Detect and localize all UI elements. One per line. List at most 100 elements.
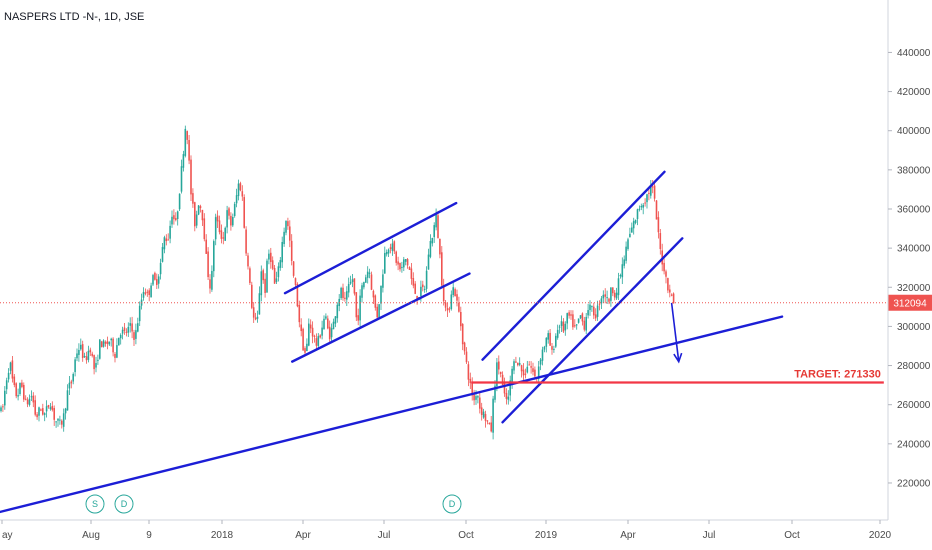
- candle-body: [539, 359, 542, 365]
- candle-body: [289, 226, 291, 241]
- candle-body: [121, 329, 124, 334]
- candle-body: [522, 369, 525, 376]
- candle-body: [80, 344, 82, 350]
- candle-body: [669, 289, 671, 293]
- candle-body: [133, 332, 135, 340]
- candle-body: [332, 321, 335, 330]
- candle-body: [300, 324, 302, 332]
- time-axis[interactable]: ay Aug 9 2018 Apr Jul Oct 2019 Apr Jul Oct 2020: [1, 520, 892, 541]
- candle-body: [239, 183, 242, 191]
- candle-body: [195, 214, 198, 226]
- candle-body: [24, 398, 27, 400]
- candle-body: [594, 314, 597, 319]
- candle-body: [404, 259, 407, 262]
- x-tick-label: 2018: [211, 530, 234, 541]
- candle-body: [648, 192, 650, 194]
- candle-body: [549, 332, 551, 346]
- candle-body: [266, 260, 268, 293]
- candle-body: [302, 328, 304, 351]
- candle-body: [182, 154, 185, 168]
- candle-body: [97, 359, 99, 361]
- candle-body: [53, 408, 55, 420]
- candle-body: [152, 275, 154, 285]
- candle-body: [511, 368, 513, 383]
- candle-body: [480, 407, 483, 416]
- candle-body: [95, 363, 97, 368]
- candle-body: [243, 197, 245, 228]
- candle-body: [55, 421, 57, 423]
- candle-body: [279, 260, 282, 268]
- candle-body: [167, 239, 169, 241]
- candle-body: [235, 195, 238, 204]
- candle-body: [256, 316, 259, 319]
- candle-body: [479, 397, 481, 409]
- candle-body: [154, 272, 156, 280]
- candle-body: [45, 406, 48, 412]
- candle-body: [490, 422, 492, 432]
- candle-body: [351, 279, 354, 283]
- candle-body: [401, 266, 403, 268]
- candle-body: [577, 318, 580, 323]
- candle-body: [380, 285, 382, 304]
- candle-body: [40, 409, 42, 411]
- candle-body: [207, 251, 209, 278]
- candle-body: [385, 251, 388, 255]
- candle-body: [218, 220, 221, 233]
- candle-body: [144, 292, 147, 294]
- event-badge-circle[interactable]: [114, 494, 134, 514]
- candle-body: [439, 238, 441, 255]
- candle-body: [461, 323, 464, 345]
- x-tick-label: Apr: [620, 530, 636, 541]
- candle-body: [619, 275, 622, 277]
- candle-body: [251, 284, 253, 308]
- candle-body: [11, 360, 14, 379]
- candle-body: [347, 283, 350, 293]
- candle-body: [346, 291, 348, 300]
- candle-body: [112, 338, 114, 353]
- candle-body: [357, 315, 359, 321]
- candle-body: [74, 359, 76, 373]
- candle-body: [156, 279, 158, 285]
- candle-body: [593, 306, 595, 316]
- candle-body: [670, 294, 673, 296]
- candle-body: [596, 305, 599, 317]
- candle-body: [148, 290, 150, 295]
- candle-body: [507, 396, 510, 400]
- x-tick-label: Jul: [378, 530, 391, 541]
- candle-body: [169, 225, 171, 239]
- price-axis[interactable]: 220000 240000 260000 280000 300000 320000 3400…: [888, 48, 931, 490]
- candle-body: [230, 215, 232, 226]
- trendline-2[interactable]: [283, 201, 458, 295]
- candle-body: [612, 287, 614, 294]
- trendline-3[interactable]: [291, 272, 471, 363]
- candle-body: [135, 330, 137, 339]
- candle-body: [568, 312, 570, 316]
- candle-body: [524, 373, 527, 375]
- candle-body: [384, 253, 386, 274]
- target-label: TARGET: 271330: [794, 369, 881, 381]
- candle-body: [608, 298, 610, 302]
- last-price-label: 312094: [893, 299, 927, 310]
- event-badge-circle[interactable]: [85, 494, 105, 514]
- candle-body: [642, 204, 644, 208]
- trendline-5[interactable]: [501, 237, 684, 424]
- forecast-arrow-shaft[interactable]: [670, 302, 680, 362]
- candle-body: [640, 205, 643, 208]
- y-tick-label: 360000: [897, 204, 931, 215]
- candle-body: [224, 227, 226, 241]
- candle-body: [114, 353, 116, 358]
- candle-body: [66, 390, 69, 411]
- candle-body: [19, 382, 21, 394]
- candle-body: [532, 368, 534, 372]
- event-badge-circle[interactable]: [442, 494, 462, 514]
- candle-body: [104, 341, 107, 344]
- candle-body: [344, 297, 346, 299]
- candle-body: [47, 404, 50, 408]
- trendline-1[interactable]: [0, 315, 784, 519]
- trendline-4[interactable]: [481, 170, 666, 361]
- candle-body: [254, 317, 257, 320]
- candle-body: [534, 369, 536, 377]
- candle-body: [184, 128, 187, 156]
- candle-body: [15, 383, 17, 397]
